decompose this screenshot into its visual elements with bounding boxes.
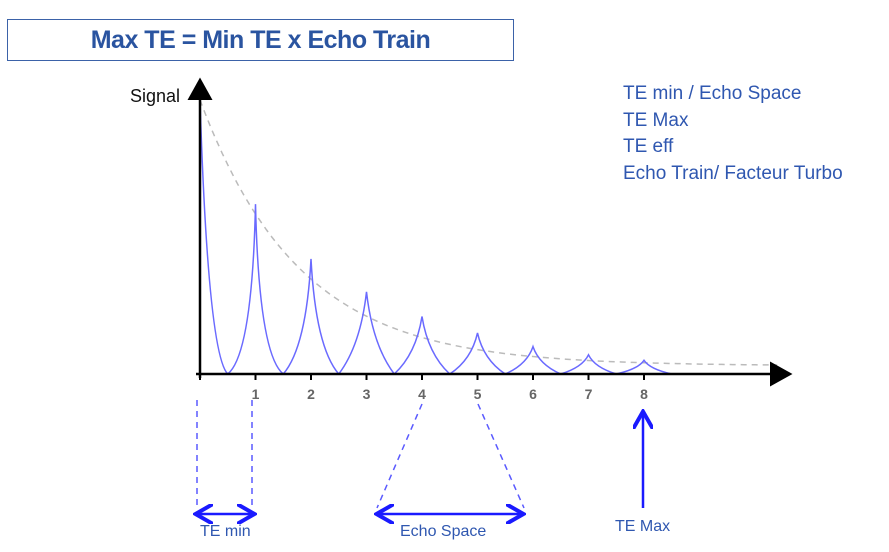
echo-space-guide <box>477 403 525 509</box>
legend-item: Echo Train/ Facteur Turbo <box>623 162 843 184</box>
x-tick-label: 3 <box>363 386 371 402</box>
formula-box: Max TE = Min TE x Echo Train <box>7 19 514 61</box>
legend-item: TE Max <box>623 109 689 131</box>
echo-peak <box>616 358 672 375</box>
x-tick-label: 7 <box>585 386 593 402</box>
echo-peak <box>282 258 340 375</box>
echo-peak <box>393 316 451 375</box>
x-tick-label: 1 <box>252 386 260 402</box>
legend-item: TE eff <box>623 136 674 157</box>
legend: TE min / Echo Space TE Max TE eff Echo T… <box>623 81 843 187</box>
echo-space-label: Echo Space <box>400 523 486 540</box>
echo-peak <box>338 291 395 375</box>
x-tick-label: 6 <box>529 386 537 402</box>
echo-space-guide <box>376 403 423 509</box>
legend-item: TE min / Echo Space <box>623 83 802 104</box>
formula-title: Max TE = Min TE x Echo Train <box>90 25 431 54</box>
te-min-label: TE min <box>200 523 251 540</box>
decay-envelope <box>199 99 778 366</box>
x-tick-label: 4 <box>418 386 426 402</box>
echo-peak <box>560 353 617 375</box>
te-max-label: TE Max <box>615 518 670 535</box>
x-tick-label: 2 <box>307 386 315 402</box>
x-tick-label: 8 <box>640 386 648 402</box>
echo-peak <box>449 332 506 375</box>
echo-peak <box>227 204 284 375</box>
x-tick-label: 5 <box>474 386 482 402</box>
y-axis-label: Signal <box>130 86 180 106</box>
echo-peak <box>199 99 229 375</box>
echo-peak <box>504 344 562 375</box>
